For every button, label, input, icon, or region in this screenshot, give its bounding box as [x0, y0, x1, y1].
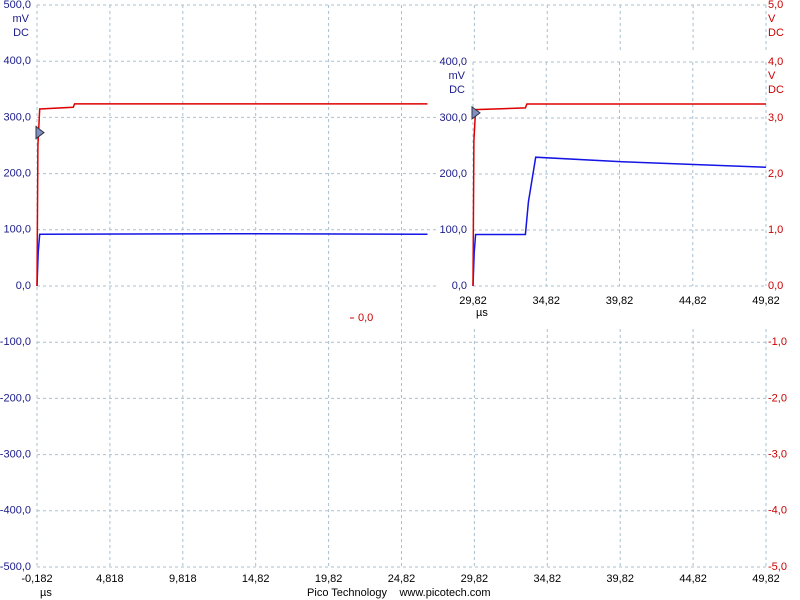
- y-tick-label: 100,0: [3, 224, 31, 236]
- y2-tick-label: -1,0: [768, 336, 787, 348]
- y-tick-label: 500,0: [3, 0, 31, 11]
- y-tick-label: 0,0: [452, 280, 467, 292]
- y2-coupling: DC: [768, 27, 784, 39]
- x-tick-label: 29,82: [459, 295, 487, 307]
- y-coupling: DC: [13, 27, 29, 39]
- y2-tick-label: 3,0: [768, 112, 783, 124]
- x-tick-label: 49,82: [752, 295, 780, 307]
- y2-unit: V: [768, 13, 776, 25]
- y2-tick-label: 4,0: [768, 56, 783, 68]
- y-tick-label: -100,0: [0, 336, 31, 348]
- y2-coupling: DC: [768, 84, 784, 96]
- y-tick-label: 300,0: [439, 112, 467, 124]
- x-tick-label: 29,82: [461, 573, 489, 585]
- inset-background: [436, 52, 800, 326]
- y2-tick-label: 0,0: [768, 280, 783, 292]
- y-tick-label: -300,0: [0, 449, 31, 461]
- y-coupling: DC: [449, 84, 465, 96]
- y-tick-label: 0,0: [16, 280, 31, 292]
- trace: [472, 156, 767, 287]
- x-tick-label: 34,82: [534, 573, 562, 585]
- y-tick-label: 200,0: [3, 168, 31, 180]
- y2-tick-label: -3,0: [768, 449, 787, 461]
- y2-tick-label: 5,0: [768, 0, 783, 11]
- y-tick-label: -200,0: [0, 392, 31, 404]
- y2-tick-label: 2,0: [768, 168, 783, 180]
- y-unit: mV: [449, 70, 466, 82]
- y-tick-label: 300,0: [3, 111, 31, 123]
- y-tick-label: 400,0: [439, 56, 467, 68]
- x-tick-label: 14,82: [242, 573, 270, 585]
- y-tick-label: -400,0: [0, 505, 31, 517]
- y-tick-label: 200,0: [439, 168, 467, 180]
- footer-url: www.picotech.com: [398, 587, 490, 599]
- trigger-marker: [471, 105, 481, 120]
- x-tick-label: 34,82: [532, 295, 560, 307]
- x-unit: µs: [476, 307, 488, 319]
- x-tick-label: 44,82: [679, 295, 707, 307]
- y2-unit: V: [768, 70, 776, 82]
- y2-tick-label: 1,0: [768, 224, 783, 236]
- y2-tick-label: -2,0: [768, 392, 787, 404]
- y2-tick-label: -5,0: [768, 561, 787, 573]
- x-unit: µs: [40, 587, 52, 599]
- trace: [472, 103, 766, 287]
- x-tick-label: 44,82: [679, 573, 707, 585]
- footer-company: Pico Technology: [307, 587, 387, 599]
- y-unit: mV: [13, 13, 30, 25]
- y-tick-label: 400,0: [3, 55, 31, 67]
- y-tick-label: 100,0: [439, 224, 467, 236]
- x-tick-label: 19,82: [315, 573, 343, 585]
- y2-tick-label: -4,0: [768, 505, 787, 517]
- y-tick-label: -500,0: [0, 561, 31, 573]
- x-tick-label: 24,82: [388, 573, 416, 585]
- x-tick-label: 4,818: [96, 573, 124, 585]
- trigger-marker: [35, 125, 45, 140]
- x-tick-label: 39,82: [606, 573, 634, 585]
- x-tick-label: 39,82: [606, 295, 634, 307]
- trace: [36, 103, 428, 287]
- ruler-label: 0,0: [358, 312, 373, 324]
- x-tick-label: 9,818: [169, 573, 197, 585]
- x-tick-label: -0,182: [21, 573, 52, 585]
- x-tick-label: 49,82: [752, 573, 780, 585]
